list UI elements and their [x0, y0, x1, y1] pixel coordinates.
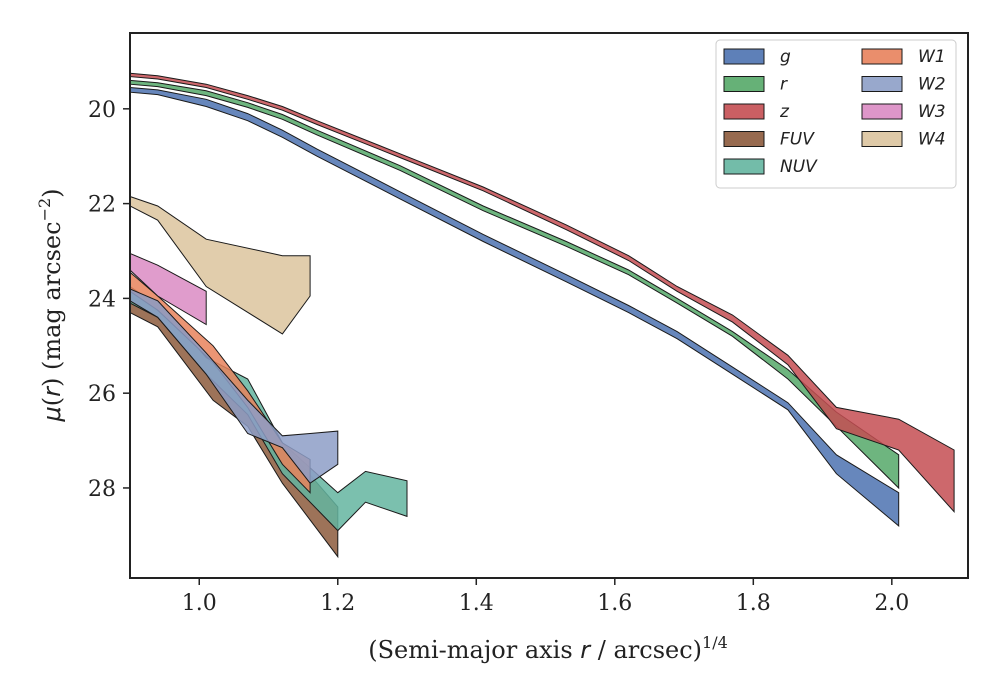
x-tick-label: 1.8 — [736, 591, 771, 616]
y-tick-label: 24 — [88, 287, 116, 312]
y-axis-ticks: 20 22 24 26 28 — [88, 98, 130, 502]
legend-label-nuv: NUV — [780, 157, 818, 177]
x-axis-label: (Semi-major axis r / arcsec)1/4 — [368, 633, 728, 664]
band-w2 — [129, 288, 339, 484]
legend-label-w4: W4 — [918, 130, 946, 150]
legend-label-g: g — [780, 47, 791, 67]
legend-swatch-z — [723, 103, 765, 120]
legend-swatch-nuv — [723, 158, 765, 175]
legend: grz FUV NUV W1 W2 W3 W4 — [715, 39, 957, 189]
y-tick-label: 20 — [88, 98, 116, 123]
legend-label-w3: W3 — [918, 102, 946, 122]
legend-label-fuv: FUV — [780, 130, 815, 150]
legend-label-r: r — [780, 75, 788, 95]
legend-swatch-w1 — [861, 48, 903, 65]
legend-label-z: z — [779, 102, 790, 122]
x-axis-ticks: 1.0 1.2 1.4 1.6 1.8 2.0 — [182, 578, 909, 616]
x-tick-label: 1.2 — [320, 591, 355, 616]
y-tick-label: 26 — [88, 382, 116, 407]
plot-frame — [129, 32, 969, 579]
legend-label-w1: W1 — [918, 47, 946, 67]
legend-swatch-w2 — [861, 76, 903, 92]
band-z — [129, 72, 955, 514]
legend-swatch-w4 — [861, 131, 903, 147]
legend-swatch-r — [723, 76, 765, 92]
legend-label-w2: W2 — [918, 75, 946, 95]
x-tick-label: 1.4 — [459, 591, 494, 616]
band-fuv — [129, 285, 339, 559]
band-g — [129, 86, 900, 527]
y-axis-label: μ(r) (mag arcsec−2) — [35, 188, 66, 422]
x-tick-label: 1.6 — [597, 591, 632, 616]
legend-swatch-fuv — [723, 131, 765, 147]
x-tick-label: 1.0 — [182, 591, 217, 616]
profile-bands — [129, 72, 955, 559]
band-r — [129, 79, 900, 490]
y-tick-label: 28 — [88, 477, 116, 502]
x-tick-label: 2.0 — [874, 591, 909, 616]
band-w4 — [129, 195, 311, 335]
legend-swatch-w3 — [861, 103, 903, 120]
legend-swatch-g — [723, 48, 765, 65]
y-tick-label: 22 — [88, 193, 116, 218]
